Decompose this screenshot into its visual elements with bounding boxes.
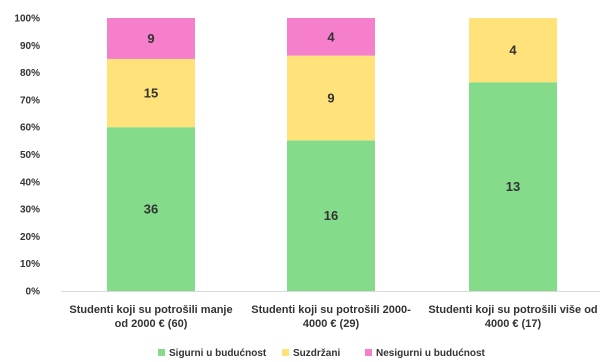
bar-segment <box>287 18 375 56</box>
data-label: 9 <box>147 31 154 46</box>
y-tick-label: 10% <box>20 259 40 270</box>
bar-segment <box>469 82 557 291</box>
y-tick-label: 20% <box>20 232 40 243</box>
y-tick-label: 80% <box>20 68 40 79</box>
legend-label: Sigurni u budućnost <box>169 348 267 359</box>
y-tick-label: 0% <box>26 287 41 298</box>
bars <box>107 18 557 291</box>
bar-segment <box>107 127 195 291</box>
legend-label: Nesigurni u budućnost <box>376 348 486 359</box>
legend-swatch <box>282 349 289 356</box>
y-tick-label: 30% <box>20 205 40 216</box>
bar-segment <box>107 18 195 59</box>
data-label: 4 <box>327 29 335 44</box>
data-label: 9 <box>327 91 334 106</box>
data-label: 13 <box>506 179 520 194</box>
y-tick-label: 50% <box>20 150 40 161</box>
data-label: 36 <box>144 202 158 217</box>
legend: Sigurni u budućnost Suzdržani Nesigurni u … <box>158 348 486 359</box>
y-tick-label: 100% <box>14 14 40 25</box>
legend-swatch <box>158 349 165 356</box>
bar-segment <box>107 58 195 128</box>
x-category-label: Studenti koji su potrošili manje od 2000 … <box>69 304 232 330</box>
y-tick-label: 90% <box>20 41 40 52</box>
legend-label: Suzdržani <box>293 348 340 359</box>
y-tick-label: 40% <box>20 177 40 188</box>
y-axis: 0% 10% 20% 30% 40% 50% 60% 70% 80% 90% 100% <box>14 14 40 298</box>
data-labels: 36 15 9 16 9 4 13 4 <box>144 29 520 223</box>
data-label: 16 <box>324 208 338 223</box>
y-tick-label: 70% <box>20 95 40 106</box>
x-axis: Studenti koji su potrošili manje od 2000 … <box>61 291 600 330</box>
x-category-label: Studenti koji su potrošili 2000-4000 € (… <box>251 304 411 330</box>
legend-swatch <box>365 349 372 356</box>
data-label: 4 <box>509 43 517 58</box>
x-category-label: Studenti koji su potrošili više od 4000 €… <box>428 304 597 330</box>
bar-segment <box>469 18 557 83</box>
bar-segment <box>287 55 375 141</box>
bar-segment <box>287 140 375 291</box>
data-label: 15 <box>144 86 158 101</box>
y-tick-label: 60% <box>20 123 40 134</box>
